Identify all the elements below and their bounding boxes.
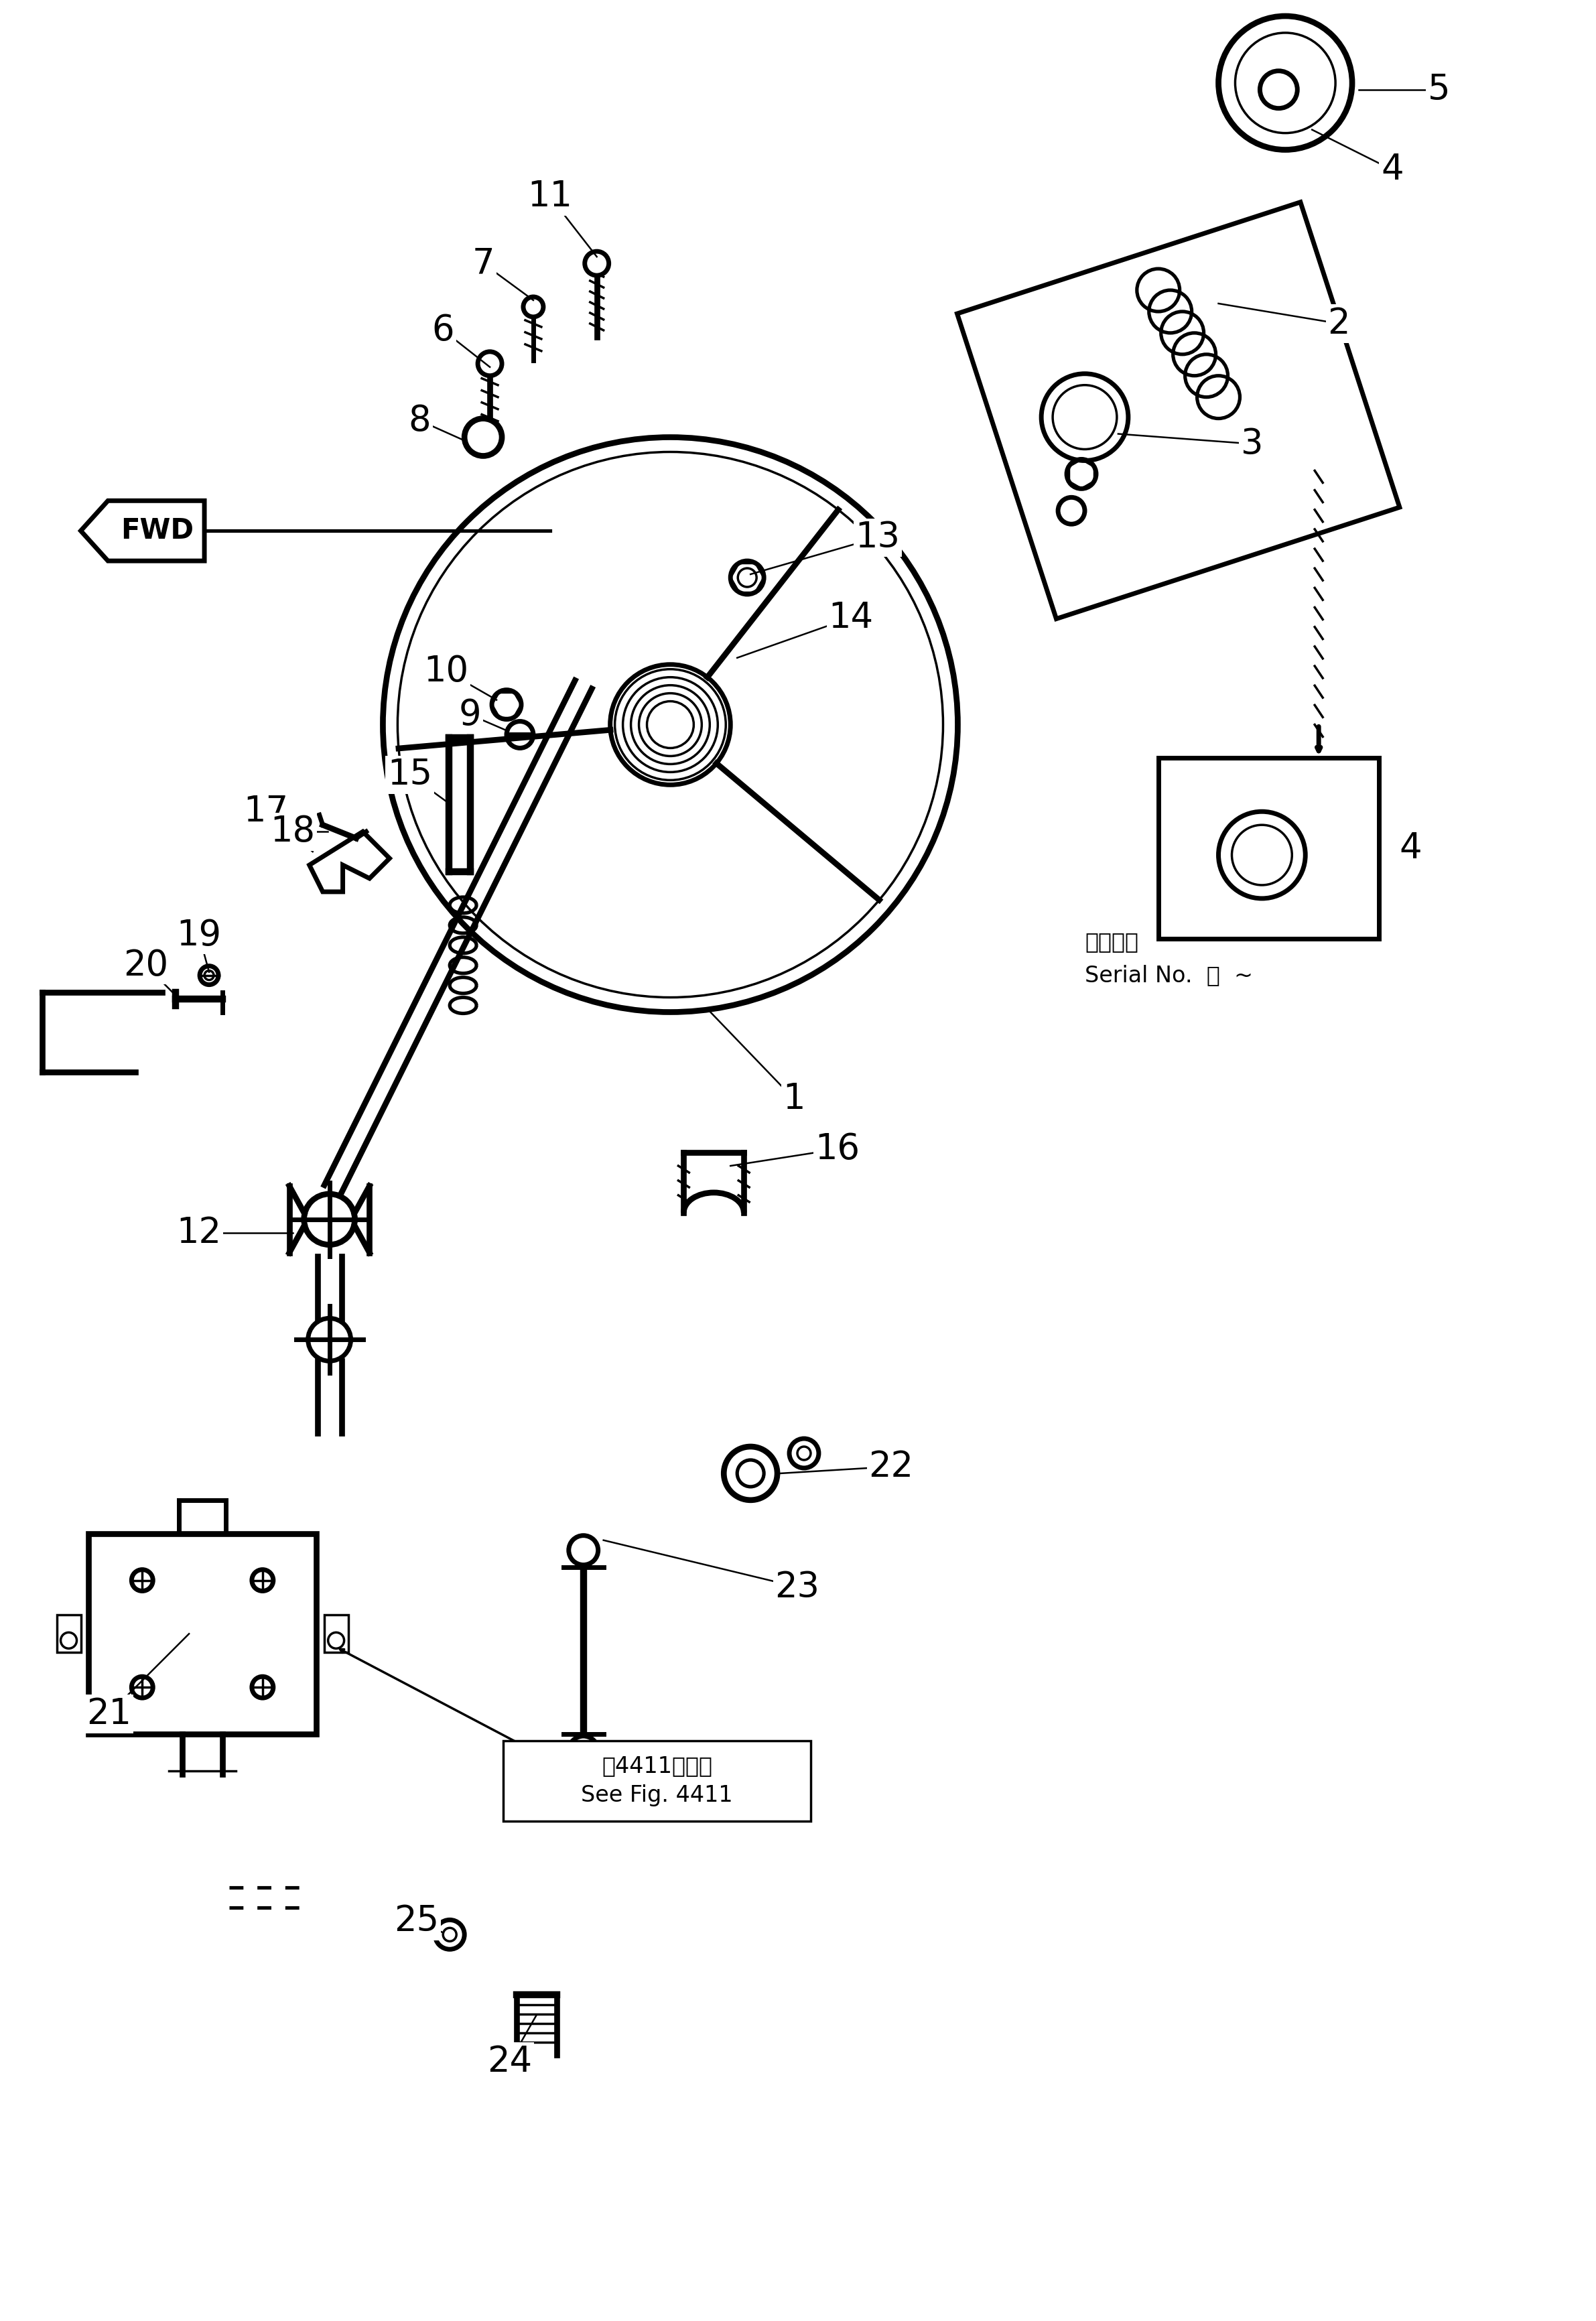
Text: 4: 4 — [1400, 831, 1422, 866]
Polygon shape — [310, 831, 389, 891]
Circle shape — [464, 418, 501, 455]
Text: 18: 18 — [270, 815, 314, 849]
Circle shape — [790, 1439, 819, 1467]
Text: 14: 14 — [828, 601, 873, 636]
Bar — [503, 1741, 811, 1822]
Circle shape — [568, 1736, 598, 1766]
Text: 第4411図参照: 第4411図参照 — [602, 1755, 712, 1778]
Circle shape — [61, 1632, 77, 1648]
Circle shape — [436, 1919, 464, 1950]
Circle shape — [584, 251, 608, 276]
Text: 1: 1 — [782, 1082, 806, 1116]
Text: 3: 3 — [1240, 427, 1262, 462]
Circle shape — [1218, 16, 1352, 151]
Text: 16: 16 — [816, 1133, 860, 1167]
Circle shape — [1218, 812, 1306, 898]
Bar — [57, 1615, 81, 1653]
Circle shape — [1259, 72, 1298, 109]
Text: 8: 8 — [409, 404, 431, 439]
Polygon shape — [81, 501, 204, 562]
Circle shape — [252, 1569, 273, 1590]
Text: 7: 7 — [472, 246, 495, 281]
Text: 4: 4 — [1381, 153, 1403, 188]
Bar — [1159, 759, 1379, 938]
Circle shape — [308, 1318, 351, 1360]
Text: See Fig. 4411: See Fig. 4411 — [581, 1785, 733, 1806]
Bar — [324, 1615, 348, 1653]
Text: 10: 10 — [425, 655, 469, 689]
Text: 15: 15 — [388, 757, 433, 791]
Circle shape — [200, 966, 219, 984]
Text: 12: 12 — [177, 1216, 222, 1251]
Text: 2: 2 — [1328, 306, 1350, 341]
Text: 22: 22 — [868, 1448, 913, 1483]
Circle shape — [329, 1632, 345, 1648]
Circle shape — [725, 1446, 777, 1499]
Text: 11: 11 — [528, 179, 573, 214]
Text: 19: 19 — [177, 917, 222, 952]
Text: 21: 21 — [86, 1697, 131, 1731]
Circle shape — [477, 353, 501, 376]
Circle shape — [523, 297, 543, 318]
Bar — [89, 1534, 316, 1734]
Circle shape — [303, 1193, 354, 1244]
Circle shape — [737, 1460, 764, 1488]
Text: FWD: FWD — [121, 518, 195, 545]
Polygon shape — [958, 202, 1400, 620]
Text: 24: 24 — [487, 2045, 533, 2080]
Circle shape — [131, 1569, 153, 1590]
Text: 5: 5 — [1428, 72, 1451, 107]
Text: 23: 23 — [776, 1569, 820, 1604]
Text: 適用号機: 適用号機 — [1085, 931, 1138, 954]
Text: Serial No.  ・  ~: Serial No. ・ ~ — [1085, 963, 1253, 986]
Text: 20: 20 — [123, 947, 168, 982]
Text: 9: 9 — [458, 696, 480, 731]
Circle shape — [131, 1676, 153, 1699]
Text: 13: 13 — [855, 520, 900, 555]
Circle shape — [252, 1676, 273, 1699]
Text: 6: 6 — [433, 313, 455, 348]
Circle shape — [444, 1929, 456, 1940]
Text: 25: 25 — [394, 1903, 439, 1938]
Text: 17: 17 — [244, 794, 289, 829]
Circle shape — [568, 1537, 598, 1564]
Circle shape — [204, 970, 214, 979]
